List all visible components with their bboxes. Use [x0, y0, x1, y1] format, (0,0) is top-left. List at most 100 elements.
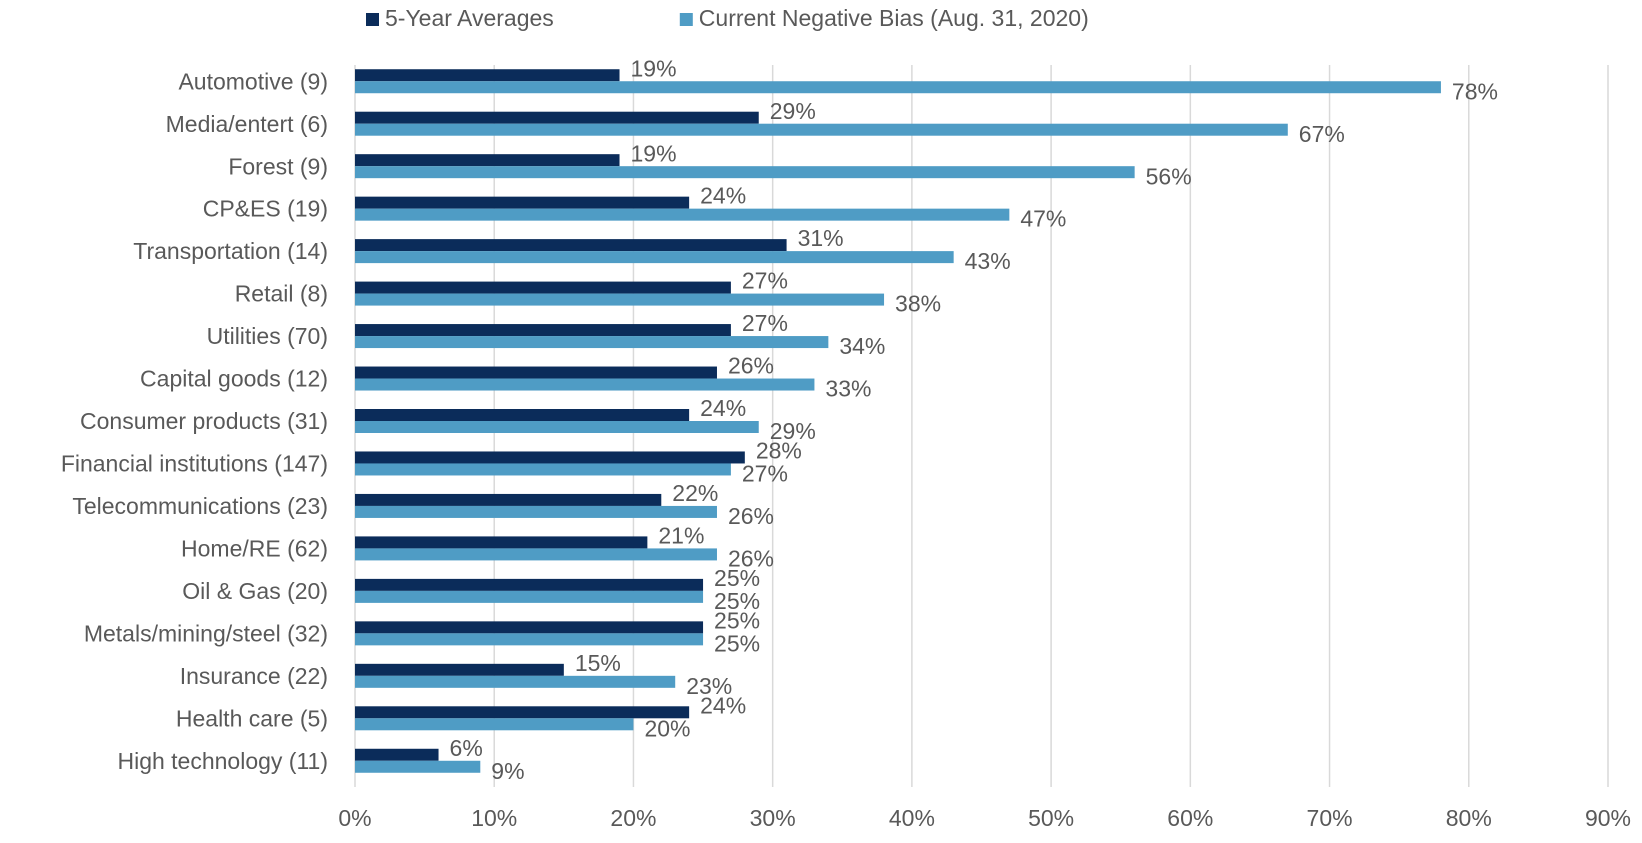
bar — [355, 251, 954, 264]
x-tick-label: 20% — [610, 805, 656, 831]
x-tick-label: 70% — [1307, 805, 1353, 831]
value-label: 25% — [714, 630, 760, 656]
value-label: 24% — [700, 183, 746, 209]
y-tick-label: Automotive (9) — [178, 68, 328, 94]
bar — [355, 706, 690, 719]
value-label: 29% — [770, 418, 816, 444]
bar — [355, 421, 759, 433]
bar — [355, 378, 815, 391]
x-tick-label: 40% — [889, 805, 935, 831]
legend-swatch — [366, 13, 379, 26]
y-tick-label: Capital goods (12) — [140, 366, 328, 392]
bar — [355, 366, 717, 379]
y-tick-label: Utilities (70) — [207, 323, 328, 349]
x-tick-label: 90% — [1585, 805, 1631, 831]
value-label: 19% — [631, 140, 677, 166]
y-tick-label: Financial institutions (147) — [61, 451, 328, 477]
bar — [355, 663, 564, 676]
bar — [355, 451, 745, 464]
bar — [355, 463, 731, 476]
y-tick-label: Home/RE (62) — [181, 535, 328, 561]
value-label: 27% — [742, 310, 788, 336]
bar — [355, 111, 759, 124]
value-label: 25% — [714, 565, 760, 591]
y-tick-label: Media/entert (6) — [166, 111, 328, 137]
value-label: 38% — [895, 291, 941, 317]
y-tick-label: Retail (8) — [235, 281, 328, 307]
value-label: 34% — [839, 333, 885, 359]
value-label: 33% — [825, 376, 871, 402]
value-label: 25% — [714, 607, 760, 633]
value-label: 43% — [965, 248, 1011, 274]
x-tick-label: 30% — [750, 805, 796, 831]
y-tick-label: Insurance (22) — [180, 663, 328, 689]
y-tick-label: Telecommunications (23) — [72, 493, 328, 519]
y-tick-label: Health care (5) — [176, 705, 328, 731]
value-label: 26% — [728, 503, 774, 529]
value-label: 6% — [450, 735, 483, 761]
bar — [355, 166, 1135, 179]
value-label: 22% — [672, 480, 718, 506]
legend-swatch — [679, 13, 693, 26]
y-tick-label: High technology (11) — [117, 748, 328, 774]
y-tick-label: Consumer products (31) — [80, 408, 328, 434]
bar — [355, 621, 704, 634]
bar — [355, 281, 731, 294]
value-label: 31% — [798, 225, 844, 251]
y-tick-label: CP&ES (19) — [203, 196, 328, 222]
bar — [355, 81, 1441, 94]
value-label: 15% — [575, 650, 621, 676]
bar — [355, 548, 717, 561]
bar — [355, 69, 620, 82]
bar — [355, 578, 704, 591]
value-label: 78% — [1452, 78, 1498, 104]
bar — [355, 324, 731, 337]
bar — [355, 293, 885, 306]
y-tick-label: Forest (9) — [228, 153, 328, 179]
x-tick-label: 10% — [471, 805, 517, 831]
x-tick-label: 60% — [1167, 805, 1213, 831]
value-label: 56% — [1146, 163, 1192, 189]
bar — [355, 760, 481, 773]
bar — [355, 196, 690, 209]
bar — [355, 336, 829, 349]
bar — [355, 239, 787, 252]
bar — [355, 493, 662, 506]
value-label: 47% — [1020, 206, 1066, 232]
x-tick-label: 0% — [338, 805, 371, 831]
value-label: 27% — [742, 268, 788, 294]
value-label: 23% — [686, 673, 732, 699]
bar — [355, 718, 634, 731]
bar — [355, 633, 704, 646]
value-label: 24% — [700, 692, 746, 718]
bar — [355, 208, 1010, 221]
value-label: 21% — [658, 522, 704, 548]
bar — [355, 675, 676, 688]
value-label: 19% — [631, 55, 677, 81]
value-label: 20% — [644, 715, 690, 741]
x-tick-label: 80% — [1446, 805, 1492, 831]
bar — [355, 123, 1288, 136]
legend-label: Current Negative Bias (Aug. 31, 2020) — [699, 5, 1089, 31]
bar — [355, 536, 648, 549]
value-label: 26% — [728, 353, 774, 379]
value-label: 67% — [1299, 121, 1345, 147]
x-tick-label: 50% — [1028, 805, 1074, 831]
bar — [355, 409, 690, 421]
y-tick-label: Transportation (14) — [133, 238, 328, 264]
bar — [355, 154, 620, 167]
legend-label: 5-Year Averages — [385, 5, 554, 31]
y-tick-label: Oil & Gas (20) — [182, 578, 328, 604]
bar — [355, 748, 439, 761]
y-tick-label: Metals/mining/steel (32) — [84, 620, 328, 646]
bar — [355, 590, 704, 603]
bar — [355, 505, 717, 518]
value-label: 29% — [770, 98, 816, 124]
value-label: 24% — [700, 395, 746, 421]
value-label: 28% — [756, 438, 802, 464]
value-label: 25% — [714, 588, 760, 614]
value-label: 9% — [491, 758, 524, 784]
value-label: 26% — [728, 545, 774, 571]
value-label: 27% — [742, 461, 788, 487]
